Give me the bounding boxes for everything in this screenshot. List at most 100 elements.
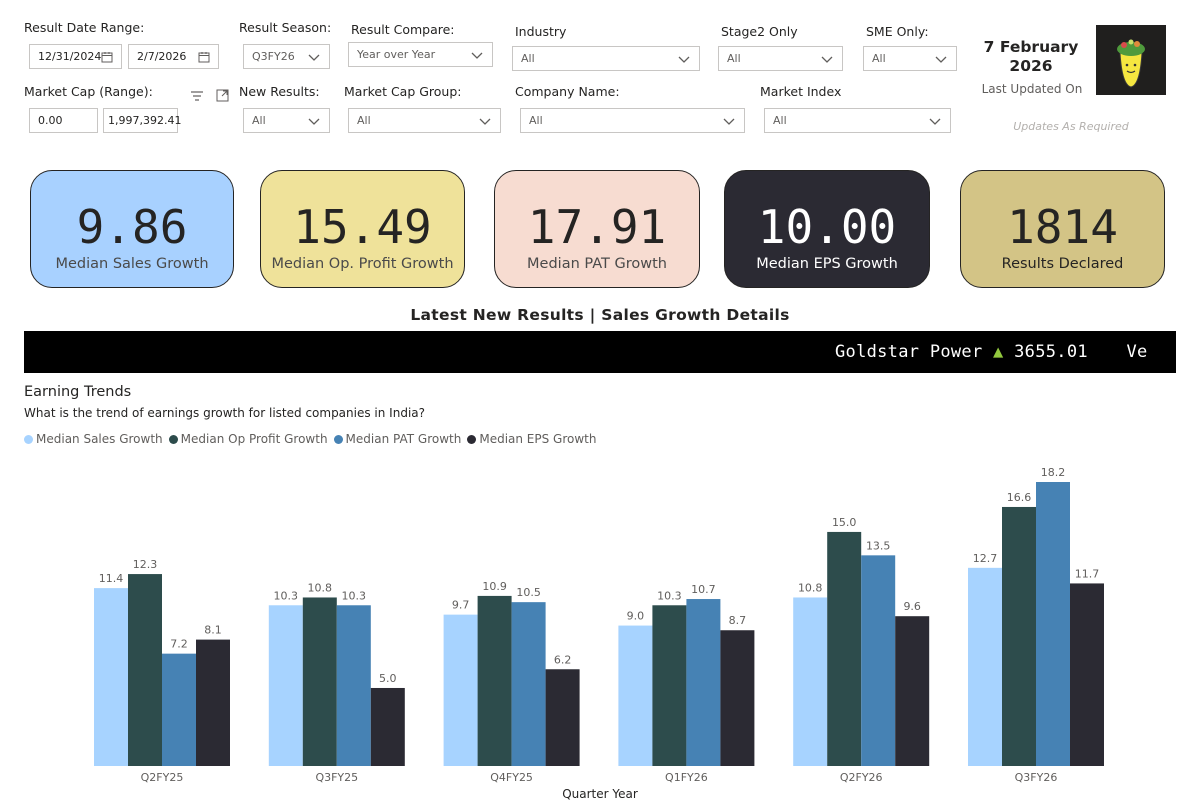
data-label: 10.5 <box>516 586 541 599</box>
market-index-label: Market Index <box>760 84 842 99</box>
legend-dot-icon <box>333 434 343 444</box>
bar <box>302 597 337 766</box>
x-tick-label: Q2FY25 <box>141 771 184 784</box>
data-label: 11.7 <box>1075 567 1100 580</box>
data-label: 15.0 <box>832 516 857 529</box>
result-date-range-label: Result Date Range: <box>24 20 145 35</box>
data-label: 5.0 <box>379 672 397 685</box>
data-label: 9.0 <box>627 610 645 623</box>
legend-item[interactable]: Median PAT Growth <box>333 432 462 446</box>
chevron-down-icon <box>935 56 947 63</box>
card-value: 1814 <box>1007 200 1118 254</box>
company-name-value: All <box>529 114 543 127</box>
bar <box>827 531 862 766</box>
market-index-value: All <box>773 114 787 127</box>
chevron-down-icon <box>471 52 483 59</box>
section-title: Latest New Results | Sales Growth Detail… <box>410 306 790 324</box>
legend-label: Median Sales Growth <box>36 432 163 446</box>
market-cap-max-value: 1,997,392.41 <box>108 114 182 127</box>
date-from-input[interactable]: 12/31/2024 <box>29 44 122 69</box>
bar <box>968 567 1002 766</box>
legend-item[interactable]: Median EPS Growth <box>467 432 597 446</box>
sme-only-value: All <box>872 52 886 65</box>
card-value: 15.49 <box>293 200 432 254</box>
stage2-only-dropdown[interactable]: All <box>718 46 843 71</box>
new-results-dropdown[interactable]: All <box>243 108 330 133</box>
legend-item[interactable]: Median Sales Growth <box>24 432 163 446</box>
bar <box>652 605 687 766</box>
last-updated-label: Last Updated On <box>981 82 1083 96</box>
bar <box>268 605 303 766</box>
ticker-up-arrow-icon: ▲ <box>993 342 1004 362</box>
logo-icon <box>1096 25 1166 95</box>
result-season-dropdown[interactable]: Q3FY26 <box>243 44 330 69</box>
bar <box>1002 506 1036 766</box>
data-label: 10.3 <box>657 589 682 602</box>
card-caption: Median EPS Growth <box>756 256 898 272</box>
calendar-icon[interactable] <box>198 51 210 63</box>
data-label: 6.2 <box>554 653 572 666</box>
stage2-only-label: Stage2 Only <box>721 24 798 39</box>
card-results-declared: 1814 Results Declared <box>960 170 1165 288</box>
data-label: 7.2 <box>170 638 188 651</box>
bar <box>545 669 580 766</box>
card-median-pat-growth: 17.91 Median PAT Growth <box>494 170 700 288</box>
bar <box>370 687 405 766</box>
data-label: 8.7 <box>729 614 747 627</box>
x-tick-label: Q2FY26 <box>840 771 883 784</box>
legend-label: Median Op Profit Growth <box>180 432 328 446</box>
bar <box>128 574 162 766</box>
market-cap-range-label: Market Cap (Range): <box>24 84 153 99</box>
market-cap-min-input[interactable]: 0.00 <box>29 108 98 133</box>
sme-only-dropdown[interactable]: All <box>863 46 957 71</box>
data-label: 10.9 <box>482 580 507 593</box>
bar <box>895 616 930 766</box>
card-caption: Median Op. Profit Growth <box>271 256 454 272</box>
legend-item[interactable]: Median Op Profit Growth <box>168 432 328 446</box>
ticker-company: Goldstar Power <box>835 342 983 362</box>
x-tick-label: Q4FY25 <box>490 771 533 784</box>
x-axis-title: Quarter Year <box>562 787 638 801</box>
chevron-down-icon <box>723 118 735 125</box>
market-cap-group-label: Market Cap Group: <box>344 84 462 99</box>
updates-note: Updates As Required <box>1013 120 1129 133</box>
last-updated-date: 7 February 2026 <box>980 38 1082 76</box>
bar <box>793 597 828 766</box>
legend-dot-icon <box>467 434 477 444</box>
legend-dot-icon <box>168 434 178 444</box>
market-cap-max-input[interactable]: 1,997,392.41 <box>103 108 182 133</box>
x-tick-label: Q3FY25 <box>315 771 358 784</box>
stage2-only-value: All <box>727 52 741 65</box>
data-label: 10.8 <box>798 581 823 594</box>
card-median-eps-growth: 10.00 Median EPS Growth <box>724 170 930 288</box>
card-median-op-profit-growth: 15.49 Median Op. Profit Growth <box>260 170 465 288</box>
calendar-icon[interactable] <box>101 51 113 63</box>
industry-dropdown[interactable]: All <box>512 46 700 71</box>
expand-icon[interactable] <box>216 89 229 102</box>
data-label: 9.7 <box>452 599 470 612</box>
card-caption: Median Sales Growth <box>55 256 209 272</box>
company-name-dropdown[interactable]: All <box>520 108 745 133</box>
bar <box>336 605 371 766</box>
bar <box>443 614 478 766</box>
card-value: 9.86 <box>76 200 188 254</box>
legend-label: Median PAT Growth <box>345 432 462 446</box>
last-updated-date-line1: 7 February <box>983 38 1079 56</box>
result-season-value: Q3FY26 <box>252 50 295 63</box>
bar <box>94 588 128 766</box>
result-compare-dropdown[interactable]: Year over Year <box>348 42 493 67</box>
bar <box>1070 583 1104 766</box>
market-index-dropdown[interactable]: All <box>764 108 951 133</box>
bar <box>1036 482 1070 766</box>
bar <box>477 595 512 766</box>
date-from-value: 12/31/2024 <box>38 50 102 63</box>
date-to-input[interactable]: 2/7/2026 <box>128 44 219 69</box>
bar <box>162 653 196 766</box>
market-cap-group-dropdown[interactable]: All <box>348 108 501 133</box>
legend-label: Median EPS Growth <box>479 432 597 446</box>
sme-only-label: SME Only: <box>866 24 929 39</box>
filter-icon[interactable] <box>190 90 204 102</box>
industry-value: All <box>521 52 535 65</box>
data-label: 16.6 <box>1007 491 1032 504</box>
bar <box>686 599 721 766</box>
